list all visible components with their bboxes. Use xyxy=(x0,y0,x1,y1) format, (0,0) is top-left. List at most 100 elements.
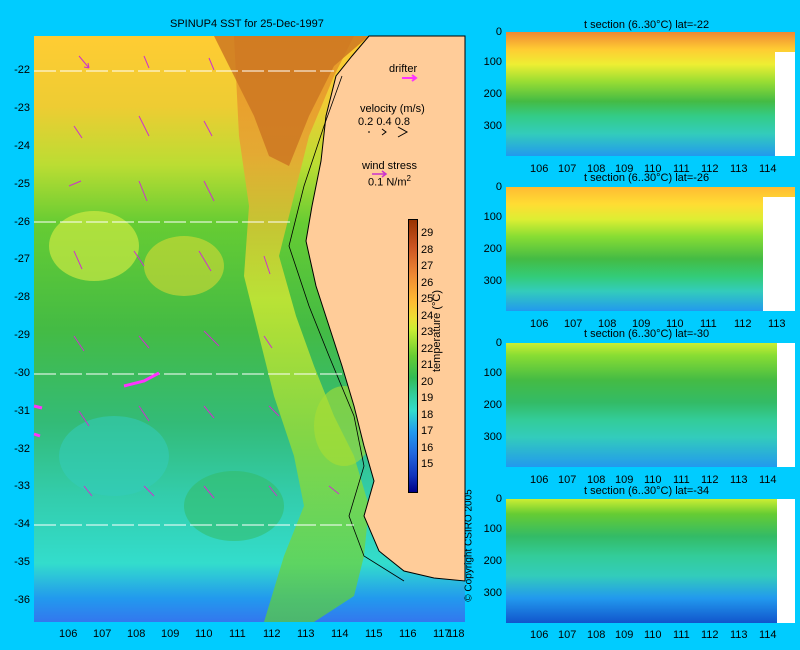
lat-tick: -24 xyxy=(14,140,30,152)
depth-tick: 300 xyxy=(483,431,502,443)
section-x-tick: 107 xyxy=(558,163,577,175)
lon-tick: 106 xyxy=(59,628,78,640)
lat-tick: -26 xyxy=(14,216,30,228)
colorbar-ticks: 29 28 27 26 25 24 23 22 21 20 19 18 17 1… xyxy=(421,227,441,497)
colorbar-tick: 20 xyxy=(421,375,434,388)
section-x-tick: 112 xyxy=(701,163,719,175)
lon-tick: 118 xyxy=(447,628,465,640)
velocity-arrows-icon xyxy=(368,126,409,138)
colorbar-tick: 24 xyxy=(421,309,434,322)
section-x-tick: 109 xyxy=(615,629,634,641)
section-x-tick: 108 xyxy=(587,163,606,175)
lon-tick: 115 xyxy=(365,628,383,640)
lat-tick: -22 xyxy=(14,64,30,76)
section-x-tick: 108 xyxy=(587,629,606,641)
copyright: © Copyright CSIRO 2005 xyxy=(463,489,475,602)
section-x-tick: 113 xyxy=(730,163,748,175)
lon-tick: 107 xyxy=(93,628,112,640)
section-plot[interactable] xyxy=(506,343,795,467)
lat-tick: -34 xyxy=(14,518,30,530)
depth-tick: 100 xyxy=(483,211,502,223)
section-x-tick: 113 xyxy=(768,318,786,330)
depth-tick: 0 xyxy=(495,337,502,349)
velocity-legend-label: velocity (m/s) xyxy=(360,103,425,115)
section-x-tick: 114 xyxy=(759,163,777,175)
lon-tick: 116 xyxy=(399,628,417,640)
depth-tick: 300 xyxy=(483,120,502,132)
section-x-tick: 106 xyxy=(530,163,549,175)
seafloor-mask xyxy=(763,197,795,311)
lon-tick: 110 xyxy=(195,628,213,640)
section-title: t section (6..30°C) lat=-22 xyxy=(584,19,710,31)
section-title: t section (6..30°C) lat=-30 xyxy=(584,328,710,340)
colorbar-tick: 23 xyxy=(421,326,434,338)
section-x-tick: 109 xyxy=(615,163,634,175)
lat-tick: -25 xyxy=(14,178,30,190)
colorbar-tick: 22 xyxy=(421,342,434,355)
lat-tick: -23 xyxy=(14,102,30,114)
section-x-tick: 112 xyxy=(734,318,752,330)
depth-tick: 0 xyxy=(495,493,502,505)
seafloor-mask xyxy=(777,343,795,467)
section-x-tick: 107 xyxy=(564,318,583,330)
depth-tick: 100 xyxy=(483,56,502,68)
lat-tick: -36 xyxy=(14,594,30,606)
lon-tick: 113 xyxy=(297,628,315,640)
colorbar-tick: 27 xyxy=(421,260,434,272)
section-x-tick: 111 xyxy=(673,163,690,175)
section-x-tick: 114 xyxy=(759,474,777,486)
colorbar-tick: 17 xyxy=(421,425,434,437)
wind-legend-label: wind stress xyxy=(362,160,418,172)
lon-tick: 114 xyxy=(331,628,349,640)
lat-tick: -35 xyxy=(14,556,30,568)
colorbar-tick: 28 xyxy=(421,243,434,256)
depth-tick: 100 xyxy=(483,523,502,535)
sst-map[interactable] xyxy=(33,35,466,622)
section-x-tick: 109 xyxy=(632,318,651,330)
seafloor-mask xyxy=(777,499,795,623)
lat-tick: -30 xyxy=(14,367,30,379)
depth-tick: 200 xyxy=(483,399,502,411)
depth-tick: 200 xyxy=(483,88,502,100)
colorbar-tick: 21 xyxy=(421,359,434,371)
section-x-tick: 110 xyxy=(644,474,662,486)
lon-tick: 111 xyxy=(229,628,246,640)
depth-tick: 200 xyxy=(483,555,502,567)
section-x-tick: 106 xyxy=(530,474,549,486)
section-plot[interactable] xyxy=(506,499,795,623)
lat-tick: -31 xyxy=(14,405,30,417)
section-x-tick: 106 xyxy=(530,629,549,641)
section-x-tick: 106 xyxy=(530,318,549,330)
lat-tick: -27 xyxy=(14,253,30,265)
lat-tick: -32 xyxy=(14,443,30,455)
section-x-tick: 110 xyxy=(666,318,684,330)
velocity-legend-scales: 0.2 0.4 0.8 xyxy=(358,116,410,128)
lon-tick: 112 xyxy=(263,628,281,640)
colorbar-tick: 29 xyxy=(421,227,434,239)
section-x-tick: 113 xyxy=(730,629,748,641)
section-x-tick: 110 xyxy=(644,163,662,175)
colorbar-tick: 18 xyxy=(421,408,434,421)
section-x-tick: 113 xyxy=(730,474,748,486)
section-title: t section (6..30°C) lat=-34 xyxy=(584,485,710,497)
depth-tick: 0 xyxy=(495,181,502,193)
section-x-tick: 111 xyxy=(673,629,690,641)
section-plot[interactable] xyxy=(506,32,795,156)
section-x-tick: 112 xyxy=(701,629,719,641)
depth-tick: 200 xyxy=(483,243,502,255)
colorbar xyxy=(408,219,418,493)
drifter-icon xyxy=(402,74,418,82)
depth-tick: 300 xyxy=(483,275,502,287)
lon-tick: 117 xyxy=(433,628,451,640)
lon-tick: 109 xyxy=(161,628,180,640)
lat-tick: -29 xyxy=(14,329,30,341)
depth-tick: 0 xyxy=(495,26,502,38)
colorbar-tick: 19 xyxy=(421,392,434,404)
colorbar-label: temperature (°C) xyxy=(431,289,444,373)
colorbar-tick: 15 xyxy=(421,458,434,470)
lat-tick: -28 xyxy=(14,291,30,303)
seafloor-mask xyxy=(775,52,795,156)
section-plot[interactable] xyxy=(506,187,795,311)
drifter-legend: drifter xyxy=(389,63,418,75)
wind-arrow-icon xyxy=(372,170,388,178)
